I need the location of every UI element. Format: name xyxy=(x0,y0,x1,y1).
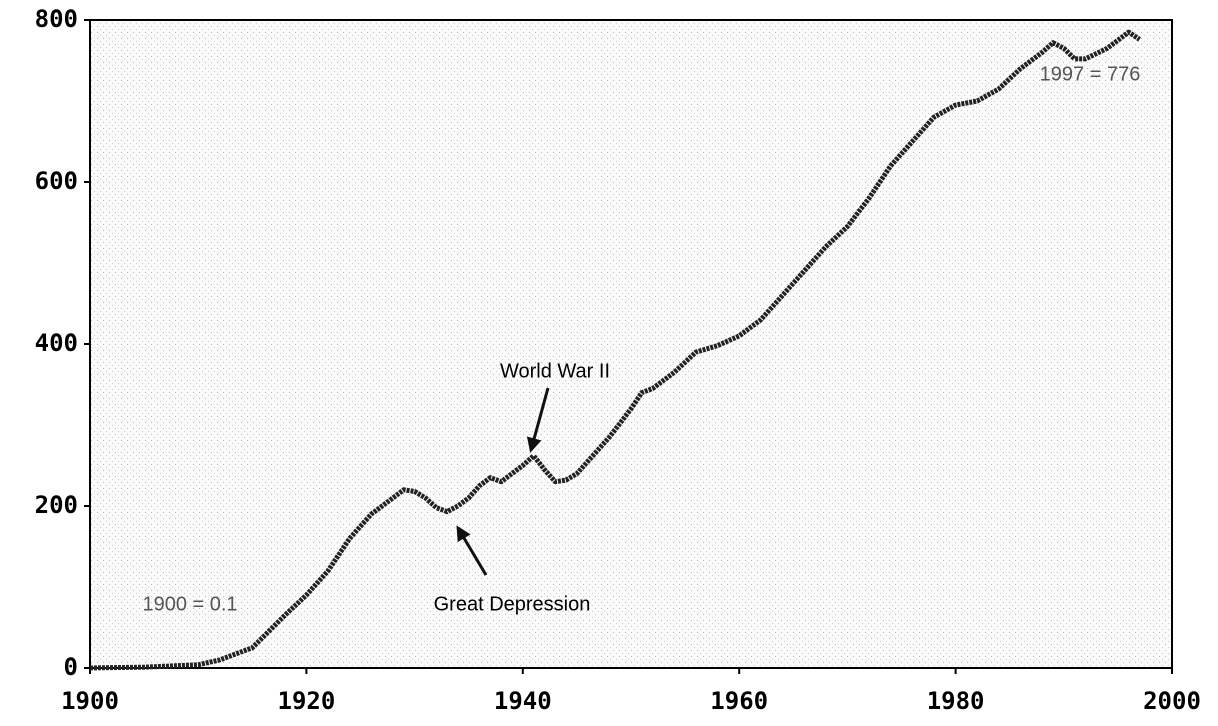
x-tick-label: 2000 xyxy=(1143,687,1201,715)
line xyxy=(89,29,1141,671)
annotation: 1900 = 0.1 xyxy=(142,593,237,615)
x-tick-label: 1940 xyxy=(494,687,552,715)
y-tick-label: 600 xyxy=(35,167,78,195)
y-tick-label: 800 xyxy=(35,5,78,33)
y-tick-label: 400 xyxy=(35,329,78,357)
arrow xyxy=(526,387,550,453)
annotation: Great Depression xyxy=(434,593,591,615)
x-tick-label: 1920 xyxy=(278,687,336,715)
y-tick-label: 0 xyxy=(64,653,78,681)
annotation: World War II xyxy=(500,360,610,382)
x-tick-label: 1900 xyxy=(61,687,119,715)
plot-area xyxy=(89,19,1173,669)
x-tick-label: 1980 xyxy=(927,687,985,715)
x-tick-label: 1960 xyxy=(710,687,768,715)
annotation: 1997 = 776 xyxy=(1040,63,1141,85)
y-tick-label: 200 xyxy=(35,491,78,519)
arrow xyxy=(456,525,488,576)
